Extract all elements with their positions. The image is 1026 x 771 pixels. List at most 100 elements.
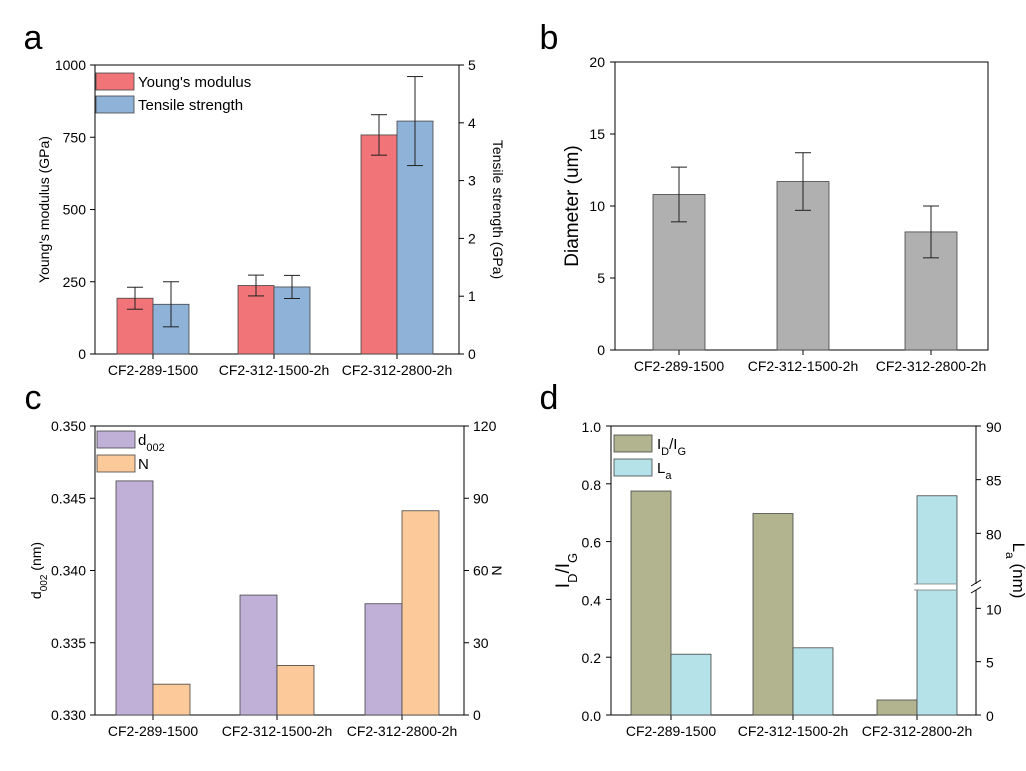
label-subscript: G	[677, 446, 686, 458]
y-tick-label: 15	[589, 126, 605, 142]
x-tick-label: CF2-312-2800-2h	[876, 358, 987, 374]
x-tick-label: CF2-289-1500	[634, 358, 724, 374]
bar-la	[792, 647, 834, 716]
legend-label-d002: d002	[138, 432, 165, 454]
error-bar-youngs-modulus	[248, 274, 264, 297]
y-tick-label: 0.0	[582, 708, 602, 724]
legend-swatch-la	[613, 458, 653, 477]
y-axis-label: Young's modulus (GPa)	[36, 136, 52, 283]
bar-d002	[239, 594, 278, 716]
label-subscript: D	[661, 446, 669, 458]
axis-break-slash-top	[970, 579, 982, 587]
y-tick-label: 20	[589, 54, 605, 70]
y-tick-label: 0.4	[582, 592, 602, 608]
legend-swatch-id-ig	[613, 434, 653, 453]
label-part: (nm)	[28, 542, 44, 575]
y2-tick-label: 90	[986, 419, 1002, 435]
label-subscript: 002	[146, 442, 164, 454]
x-tick-label: CF2-312-1500-2h	[738, 723, 849, 739]
legend-swatch-n	[96, 454, 136, 473]
error-bar-tensile-strength	[284, 274, 300, 300]
label-subscript: a	[665, 470, 672, 482]
label-part: L	[657, 460, 665, 477]
label-part: I	[657, 436, 661, 453]
error-bar-diameter	[923, 205, 939, 259]
y2-tick-label: 85	[986, 473, 1002, 489]
label-subscript: 002	[39, 574, 50, 591]
y-tick-label: 0.2	[582, 650, 602, 666]
y2-tick-label: 30	[473, 635, 489, 651]
panel-letter-b: b	[540, 19, 559, 57]
y-tick-label: 0.6	[582, 535, 602, 551]
y-tick-label: 0.335	[51, 635, 86, 651]
label-part: N	[138, 456, 149, 473]
label-subscript: G	[565, 553, 580, 563]
legend-label-tensile-strength: Tensile strength	[138, 97, 243, 114]
y-axis-label: d002 (nm)	[28, 542, 50, 599]
y-tick-label: 0.8	[582, 477, 602, 493]
panel-letter-d: d	[540, 379, 559, 417]
label-part: d	[28, 591, 44, 599]
legend-label-id-ig: ID/IG	[657, 436, 686, 458]
label-part: (nm)	[1009, 559, 1026, 599]
x-tick-label: CF2-312-1500-2h	[748, 358, 859, 374]
bar-la	[916, 495, 958, 716]
label-part: /I	[553, 563, 574, 574]
y-tick-label: 0.350	[51, 418, 86, 434]
bar-youngs-modulus	[360, 134, 398, 355]
y-tick-label: 1.0	[582, 419, 602, 435]
y2-axis-label: La (nm)	[1003, 543, 1026, 599]
y2-tick-label: 90	[473, 490, 489, 506]
error-bar-diameter	[795, 152, 811, 211]
y2-axis-label: N	[489, 565, 505, 575]
y-tick-label: 5	[597, 270, 605, 286]
legend-label-n: N	[138, 456, 149, 473]
error-bar-youngs-modulus	[371, 114, 387, 156]
panel-a: a 0 250 500 750 1000 0 1 2 3 4 5 Young's modulus (GP…	[24, 19, 506, 378]
y2-tick-label: 2	[468, 230, 476, 246]
y2-tick-label: 10	[986, 601, 1002, 617]
legend-label-la: La	[657, 460, 672, 482]
y2-tick-label: 0	[986, 708, 994, 724]
y2-tick-label: 0	[468, 346, 476, 362]
label-part: L	[1009, 543, 1026, 552]
y-tick-label: 0	[78, 346, 86, 362]
panel-letter-c: c	[25, 379, 42, 417]
panel-b: b 0 5 10 15 20 Diameter (um) CF2-289-1500 CF2-31…	[540, 19, 989, 374]
y2-axis-label: Tensile strength (GPa)	[490, 140, 506, 279]
y2-tick-label: 80	[986, 526, 1002, 542]
y-tick-label: 500	[63, 202, 87, 218]
y-tick-label: 0	[597, 342, 605, 358]
x-tick-label: CF2-289-1500	[108, 723, 198, 739]
bar-la	[670, 653, 712, 716]
x-tick-label: CF2-289-1500	[108, 362, 198, 378]
bar-d002	[364, 603, 403, 716]
x-tick-label: CF2-312-1500-2h	[222, 723, 333, 739]
y2-tick-label: 5	[986, 655, 994, 671]
label-part: I	[553, 583, 574, 588]
bar-id-ig	[876, 699, 918, 716]
bar-id-ig	[752, 513, 794, 716]
axis-break-slash-bottom	[970, 586, 982, 594]
x-tick-label: CF2-312-1500-2h	[219, 362, 330, 378]
error-bar-youngs-modulus	[127, 286, 143, 310]
label-subscript: a	[1003, 552, 1017, 559]
y-axis-label: Diameter (um)	[562, 145, 583, 266]
y2-tick-label: 1	[468, 288, 476, 304]
error-bar-tensile-strength	[407, 76, 423, 167]
y-tick-label: 0.340	[51, 563, 86, 579]
bar-n	[152, 683, 191, 716]
y-tick-label: 10	[589, 198, 605, 214]
bar-n	[276, 664, 315, 716]
label-part: d	[138, 432, 146, 449]
panel-letter-a: a	[24, 19, 43, 57]
axis-break-gap	[914, 584, 956, 590]
x-tick-label: CF2-312-2800-2h	[862, 723, 973, 739]
bar-d002	[115, 480, 154, 716]
y-tick-label: 250	[63, 274, 87, 290]
bar-n	[401, 510, 440, 716]
error-bar-diameter	[671, 166, 687, 223]
label-subscript: D	[565, 574, 580, 583]
